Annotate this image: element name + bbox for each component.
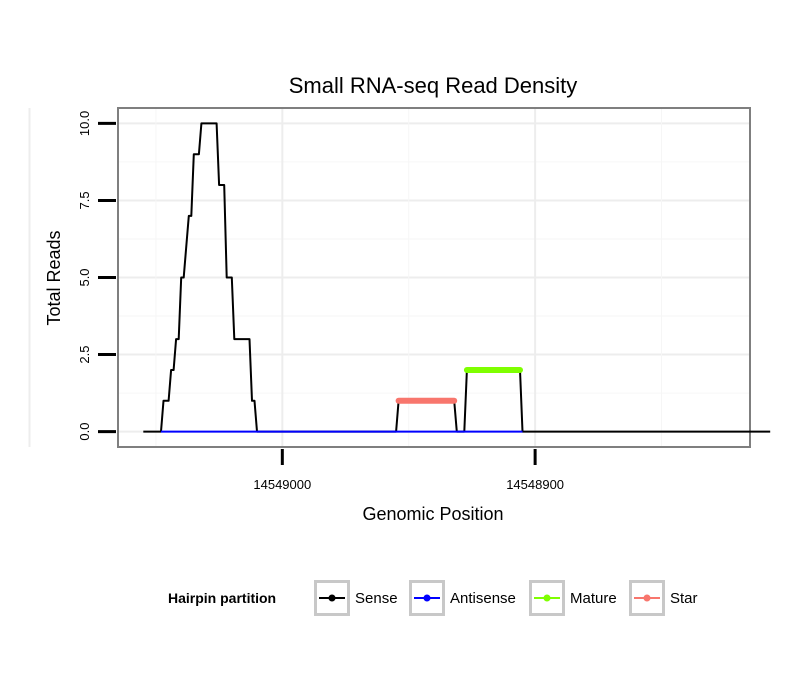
x-tick-label: 14549000 <box>253 477 311 492</box>
x-axis-title: Genomic Position <box>362 504 503 524</box>
series-layer <box>143 122 771 433</box>
legend-label-sense: Sense <box>355 590 398 607</box>
legend-key-marker <box>423 594 431 602</box>
legend-label-antisense: Antisense <box>450 590 516 607</box>
y-tick-label: 2.5 <box>77 346 92 364</box>
y-axis: 0.0 2.5 5.0 7.5 10.0 <box>77 111 116 441</box>
y-tick-label: 0.0 <box>77 423 92 441</box>
legend: Hairpin partition Sense Antisense Mature St… <box>168 580 698 616</box>
chart-title: Small RNA-seq Read Density <box>289 73 578 98</box>
series-sense-line <box>143 122 771 433</box>
legend-items: Sense Antisense Mature Star <box>314 580 698 616</box>
legend-key-marker <box>328 594 336 602</box>
legend-label-star: Star <box>670 590 698 607</box>
legend-title: Hairpin partition <box>168 590 276 606</box>
plot-border <box>117 107 751 448</box>
y-axis-title: Total Reads <box>44 230 64 325</box>
legend-key-marker <box>543 594 551 602</box>
legend-label-mature: Mature <box>570 590 617 607</box>
y-tick-label: 7.5 <box>77 191 92 209</box>
x-tick-label: 14548900 <box>506 477 564 492</box>
y-tick-label: 10.0 <box>77 111 92 136</box>
x-axis: 14549000 14548900 <box>253 449 564 492</box>
y-tick-label: 5.0 <box>77 268 92 286</box>
legend-key-marker <box>643 594 651 602</box>
